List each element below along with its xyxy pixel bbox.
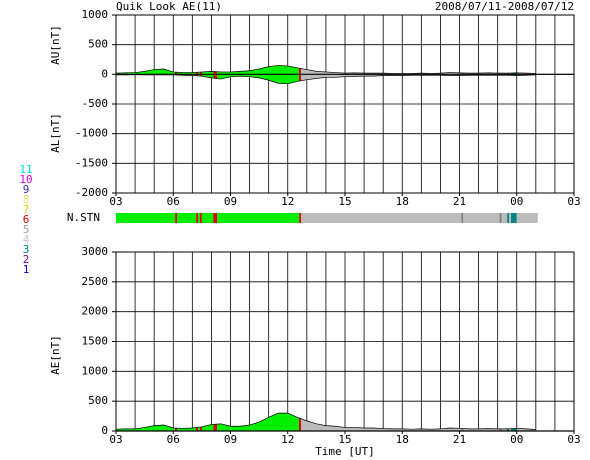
area [116, 74, 536, 84]
legend-entry: 2 [23, 253, 30, 266]
y-tick-label: 0 [101, 424, 108, 437]
y-axis-label: AU[nT] [49, 25, 62, 65]
y-tick-label: 500 [88, 394, 108, 407]
legend-entry: 11 [19, 163, 32, 176]
x-axis-label: Time [UT] [315, 445, 375, 458]
x-tick-label: 12 [281, 433, 294, 446]
x-tick-label: 06 [167, 195, 180, 208]
station-segment [516, 213, 538, 223]
legend-entry: 7 [23, 203, 30, 216]
y-axis-label: AL[nT] [49, 113, 62, 153]
x-tick-label: 09 [224, 433, 237, 446]
x-tick-label: 00 [510, 195, 523, 208]
y-tick-label: -500 [82, 97, 109, 110]
legend-entry: 9 [23, 183, 30, 196]
strip-label: N.STN [67, 211, 100, 224]
legend-entry: 3 [23, 243, 30, 256]
station-segment [198, 213, 200, 223]
station-segment [301, 213, 462, 223]
station-segment [511, 213, 517, 223]
station-segment [299, 213, 302, 223]
station-segment [201, 213, 214, 223]
legend-entry: 10 [19, 173, 32, 186]
plot-frame [115, 14, 575, 194]
line [115, 65, 536, 74]
station-segment [507, 213, 510, 223]
x-tick-label: 15 [338, 433, 351, 446]
line [115, 412, 536, 430]
station-segment [499, 213, 502, 223]
x-tick-label: 00 [510, 433, 523, 446]
x-tick-label: 12 [281, 195, 294, 208]
area [116, 413, 536, 431]
chart-title: Quik Look AE(11) [116, 0, 222, 13]
y-tick-label: 2000 [82, 305, 109, 318]
station-segment [461, 213, 464, 223]
legend-entry: 6 [23, 213, 30, 226]
x-tick-label: 09 [224, 195, 237, 208]
x-tick-label: 03 [567, 195, 580, 208]
station-segment [199, 213, 202, 223]
y-tick-label: -2000 [75, 186, 108, 199]
station-segment [116, 213, 176, 223]
station-segment [177, 213, 197, 223]
x-tick-label: 15 [338, 195, 351, 208]
x-tick-label: 06 [167, 433, 180, 446]
y-tick-label: 0 [101, 67, 108, 80]
x-tick-label: 18 [396, 433, 409, 446]
y-tick-label: -1500 [75, 156, 108, 169]
x-tick-label: 18 [396, 195, 409, 208]
plot-frame [115, 251, 575, 432]
legend-entry: 5 [23, 223, 30, 236]
y-tick-label: 1000 [82, 8, 109, 21]
y-tick-label: 3000 [82, 245, 109, 258]
line [116, 74, 536, 85]
station-segment [463, 213, 500, 223]
station-segment [501, 213, 508, 223]
station-segment [217, 213, 300, 223]
y-tick-label: 2500 [82, 275, 109, 288]
station-segment [213, 213, 218, 223]
x-tick-label: 03 [567, 433, 580, 446]
legend-entry: 4 [23, 233, 30, 246]
station-segment [175, 213, 178, 223]
x-tick-label: 21 [453, 195, 466, 208]
y-tick-label: 500 [88, 38, 108, 51]
station-segment [509, 213, 512, 223]
y-tick-label: -1000 [75, 127, 108, 140]
x-tick-label: 03 [109, 433, 122, 446]
y-axis-label: AE[nT] [49, 335, 62, 375]
station-segment [196, 213, 199, 223]
x-tick-label: 21 [453, 433, 466, 446]
legend-entry: 8 [23, 193, 30, 206]
y-tick-label: 1000 [82, 364, 109, 377]
legend-entry: 1 [23, 263, 30, 276]
date-range: 2008/07/11-2008/07/12 [435, 0, 574, 13]
x-tick-label: 03 [109, 195, 122, 208]
y-tick-label: 1500 [82, 335, 109, 348]
